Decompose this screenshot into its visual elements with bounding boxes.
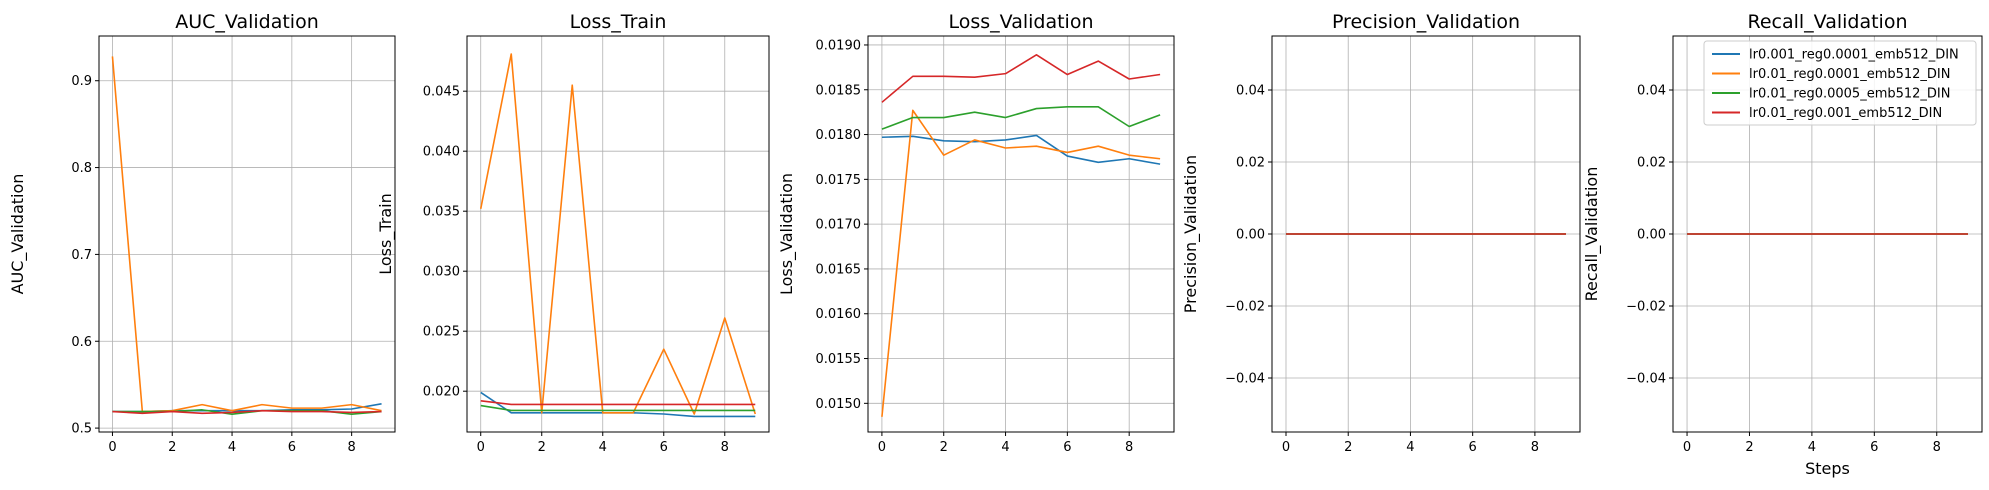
y-axis-label: Recall_Validation [1582, 167, 1602, 302]
y-tick-label: 0.040 [423, 145, 460, 160]
series-line-2 [111, 56, 382, 413]
x-tick-label: 8 [1933, 440, 1941, 455]
x-tick-label: 6 [288, 440, 296, 455]
series-line-3 [480, 404, 756, 412]
x-tick-label: 6 [1870, 440, 1878, 455]
subplot-4: 0 2 4 6 8 −0.04 −0.02 0.00 0.02 0.04 Precision_Val… [1181, 11, 1581, 455]
y-tick-label: 0.030 [423, 265, 460, 280]
x-tick-label: 2 [1745, 440, 1753, 455]
series-line-2 [881, 109, 1161, 417]
x-tick-label: 2 [940, 440, 948, 455]
y-tick-label: −0.02 [1626, 300, 1666, 315]
series-line-2 [479, 53, 757, 415]
x-tick-label: 6 [1063, 440, 1071, 455]
series-line-3 [881, 105, 1161, 130]
y-tick-label: 0.0155 [816, 352, 862, 367]
y-tick-label: 0.020 [423, 385, 460, 400]
x-tick-label: 4 [1001, 440, 1009, 455]
chart-title: Precision_Validation [1332, 11, 1520, 33]
y-tick-label: 0.0175 [816, 173, 862, 188]
y-tick-label: 0.0180 [816, 128, 862, 143]
chart-title: Loss_Validation [949, 11, 1094, 33]
y-tick-label: 0.6 [71, 335, 92, 350]
y-axis-label: AUC_Validation [8, 174, 28, 295]
y-tick-label: 0.0160 [816, 307, 862, 322]
x-tick-label: 2 [538, 440, 546, 455]
y-tick-label: 0.035 [423, 205, 460, 220]
axes-frame [98, 35, 396, 433]
x-tick-label: 4 [1808, 440, 1816, 455]
x-tick-label: 6 [660, 440, 668, 455]
y-tick-label: 0.0165 [816, 262, 862, 277]
y-axis-label: Loss_Validation [777, 173, 797, 295]
x-tick-label: 0 [1282, 440, 1290, 455]
x-tick-label: 4 [1406, 440, 1414, 455]
legend-label: lr0.001_reg0.0001_emb512_DIN [1749, 48, 1959, 63]
x-tick-label: 8 [1531, 440, 1539, 455]
y-tick-label: 0.9 [71, 74, 92, 89]
y-tick-label: 0.0170 [816, 218, 862, 233]
series-line-1 [881, 134, 1161, 165]
subplot-3: 0 2 4 6 8 0.0150 0.0155 0.0160 0.0165 0.0170 0.017… [777, 11, 1175, 455]
x-tick-label: 8 [1125, 440, 1133, 455]
legend-label: lr0.01_reg0.0001_emb512_DIN [1749, 67, 1951, 82]
chart-title: AUC_Validation [175, 11, 319, 33]
y-tick-label: 0.02 [1637, 156, 1666, 171]
x-tick-label: 2 [168, 440, 176, 455]
y-tick-label: −0.04 [1626, 372, 1666, 387]
y-tick-label: 0.00 [1236, 228, 1265, 243]
x-tick-label: 4 [228, 440, 236, 455]
subplot-1: 0 2 4 6 8 0.5 0.6 0.7 0.8 0.9 AUC_Validation AUC_Va… [8, 11, 396, 455]
y-tick-label: 0.0150 [816, 397, 862, 412]
y-tick-label: 0.0190 [816, 38, 862, 53]
y-tick-label: 0.00 [1637, 228, 1666, 243]
legend-box [1703, 40, 1977, 126]
x-tick-label: 0 [477, 440, 485, 455]
x-axis-label: Steps [1805, 459, 1850, 478]
y-tick-label: −0.02 [1225, 300, 1265, 315]
y-axis-label: Precision_Validation [1181, 155, 1201, 313]
series-line-4 [881, 54, 1161, 103]
y-tick-label: 0.5 [71, 422, 92, 437]
axes-frame [466, 35, 770, 433]
series-line-4 [480, 400, 756, 406]
x-tick-label: 8 [721, 440, 729, 455]
x-tick-label: 6 [1469, 440, 1477, 455]
x-tick-label: 0 [1683, 440, 1691, 455]
x-tick-label: 8 [348, 440, 356, 455]
x-tick-label: 4 [599, 440, 607, 455]
chart-title: Loss_Train [570, 11, 667, 33]
y-tick-label: 0.04 [1236, 84, 1265, 99]
subplot-2: 0 2 4 6 8 0.020 0.025 0.030 0.035 0.040 0.045 Loss_… [376, 11, 770, 455]
x-tick-label: 0 [878, 440, 886, 455]
y-tick-label: 0.02 [1236, 156, 1265, 171]
y-tick-label: 0.8 [71, 161, 92, 176]
subplot-5: 0 2 4 6 8 −0.04 −0.02 0.00 0.02 0.04 Recall_Valida… [1582, 11, 1983, 478]
legend-label: lr0.01_reg0.001_emb512_DIN [1749, 106, 1942, 121]
legend: lr0.001_reg0.0001_emb512_DIN lr0.01_reg0.… [1703, 40, 1977, 126]
series-line-4 [112, 409, 382, 415]
axes-frame [867, 35, 1175, 433]
y-tick-label: 0.025 [423, 325, 460, 340]
x-tick-label: 2 [1344, 440, 1352, 455]
y-tick-label: −0.04 [1225, 372, 1265, 387]
y-axis-label: Loss_Train [376, 193, 396, 274]
y-tick-label: 0.0185 [816, 83, 862, 98]
chart-title: Recall_Validation [1747, 11, 1907, 33]
legend-label: lr0.01_reg0.0005_emb512_DIN [1749, 87, 1951, 102]
y-tick-label: 0.04 [1637, 84, 1666, 99]
y-tick-label: 0.7 [71, 248, 92, 263]
x-tick-label: 0 [108, 440, 116, 455]
y-tick-label: 0.045 [423, 85, 460, 100]
